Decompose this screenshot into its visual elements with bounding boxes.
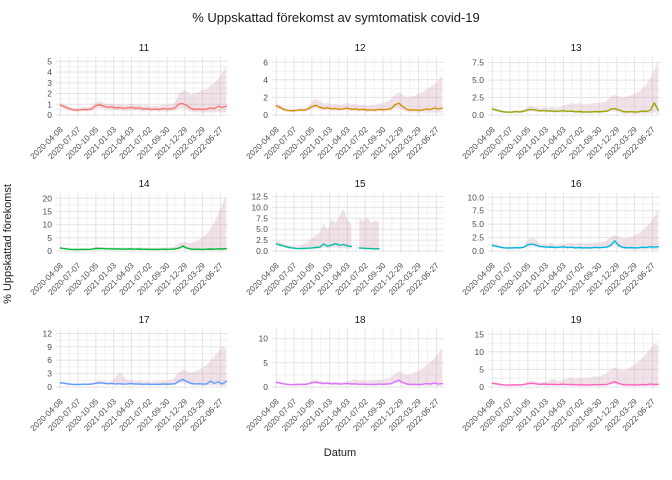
svg-text:2.5: 2.5 — [472, 233, 484, 243]
svg-text:15: 15 — [475, 329, 485, 339]
svg-text:0.0: 0.0 — [472, 110, 484, 120]
facet-chart-18: 05102020-04-082020-07-072020-10-052021-0… — [245, 329, 444, 433]
facet-panel-19: 19 0 5 10 15 2020-04-08 2020-07-07 2020-10-05 20… — [448, 314, 664, 445]
x-axis-label: Datum — [323, 447, 357, 459]
svg-text:2.5: 2.5 — [472, 93, 484, 103]
facet-panel-13: 13 0.0 2.5 5.0 7.5 2020-04-08 2020-07-07 2020-1… — [448, 42, 664, 173]
facet-chart-16: 0.02.55.07.510.02020-04-082020-07-072020… — [461, 192, 660, 297]
facet-title: 12 — [354, 43, 366, 54]
facet-panel-12: 12 0 2 4 6 2020-04-08 2020-07-07 2020-10-05 2021… — [232, 42, 448, 173]
chart-area: % Uppskattad förekomst 11 0 1 2 3 4 5 2020-04-0… — [0, 42, 672, 445]
svg-text:12: 12 — [43, 329, 53, 339]
svg-text:10: 10 — [43, 220, 53, 230]
figure-title: % Uppskattad förekomst av symtomatisk co… — [192, 10, 480, 25]
svg-text:4: 4 — [263, 75, 268, 85]
svg-text:7.5: 7.5 — [472, 206, 484, 216]
svg-text:10: 10 — [259, 334, 269, 344]
svg-text:15: 15 — [43, 207, 53, 217]
svg-text:3: 3 — [47, 369, 52, 379]
svg-text:0.0: 0.0 — [472, 246, 484, 256]
svg-text:5: 5 — [263, 358, 268, 368]
svg-text:7.5: 7.5 — [472, 58, 484, 68]
facet-chart-13: 0.02.55.07.52020-04-082020-07-072020-10-… — [461, 57, 660, 161]
svg-text:0: 0 — [263, 110, 268, 120]
svg-text:2.5: 2.5 — [256, 235, 268, 245]
svg-text:0: 0 — [47, 110, 52, 120]
svg-text:3: 3 — [47, 78, 52, 88]
svg-text:5: 5 — [47, 233, 52, 243]
svg-text:0: 0 — [479, 382, 484, 392]
facet-chart-14: 051015202020-04-082020-07-072020-10-0520… — [29, 193, 228, 297]
facet-chart-12: 02462020-04-082020-07-072020-10-052021-0… — [245, 57, 444, 161]
svg-text:5: 5 — [479, 364, 484, 374]
facet-panel-11: 11 0 1 2 3 4 5 2020-04-08 2020-07-07 2020-10-05 20… — [16, 42, 232, 173]
svg-text:10: 10 — [475, 347, 485, 357]
facet-title: 18 — [354, 315, 366, 326]
svg-text:2: 2 — [47, 89, 52, 99]
svg-text:12.5: 12.5 — [251, 192, 268, 202]
facet-panel-18: 18 0 5 10 2020-04-08 2020-07-07 2020-10-05 2021… — [232, 314, 448, 445]
svg-text:6: 6 — [263, 57, 268, 67]
facet-title: 13 — [570, 43, 582, 54]
facet-panel-15: 15 0.0 2.5 5.0 7.5 10.0 12.5 2020-04-08 2020-07-… — [232, 178, 448, 309]
facet-chart-15: 0.02.55.07.510.012.52020-04-082020-07-07… — [245, 192, 444, 297]
svg-text:6: 6 — [47, 355, 52, 365]
facet-title: 17 — [138, 315, 150, 326]
facet-chart-11: 0123452020-04-082020-07-072020-10-052021… — [29, 56, 228, 161]
svg-text:0: 0 — [47, 246, 52, 256]
svg-text:20: 20 — [43, 193, 53, 203]
svg-text:0: 0 — [263, 382, 268, 392]
facet-title: 15 — [354, 179, 366, 190]
svg-text:4: 4 — [47, 67, 52, 77]
svg-text:10.0: 10.0 — [251, 202, 268, 212]
svg-text:1: 1 — [47, 99, 52, 109]
y-axis-label-strip: % Uppskattad förekomst — [0, 42, 16, 445]
facet-grid: 11 0 1 2 3 4 5 2020-04-08 2020-07-07 2020-10-05 20… — [16, 42, 664, 445]
svg-text:0.0: 0.0 — [256, 246, 268, 256]
facet-panel-17: 17 0 3 6 9 12 2020-04-08 2020-07-07 2020-10-05 20… — [16, 314, 232, 445]
facet-panel-16: 16 0.0 2.5 5.0 7.5 10.0 2020-04-08 2020-07-07 20… — [448, 178, 664, 309]
svg-text:5.0: 5.0 — [256, 224, 268, 234]
svg-text:0: 0 — [47, 382, 52, 392]
facet-title: 19 — [570, 315, 582, 326]
svg-text:5: 5 — [47, 56, 52, 66]
facet-title: 14 — [138, 179, 150, 190]
svg-text:5.0: 5.0 — [472, 75, 484, 85]
svg-text:7.5: 7.5 — [256, 213, 268, 223]
y-axis-label: % Uppskattad förekomst — [2, 183, 14, 304]
facet-title: 16 — [570, 179, 582, 190]
svg-text:5.0: 5.0 — [472, 219, 484, 229]
svg-text:2: 2 — [263, 92, 268, 102]
svg-text:10.0: 10.0 — [467, 192, 484, 202]
facet-chart-17: 0369122020-04-082020-07-072020-10-052021… — [29, 329, 228, 433]
facet-panel-14: 14 0 5 10 15 20 2020-04-08 2020-07-07 2020-10-05… — [16, 178, 232, 309]
facet-chart-19: 0510152020-04-082020-07-072020-10-052021… — [461, 329, 660, 433]
svg-text:9: 9 — [47, 342, 52, 352]
facet-title: 11 — [138, 43, 150, 54]
